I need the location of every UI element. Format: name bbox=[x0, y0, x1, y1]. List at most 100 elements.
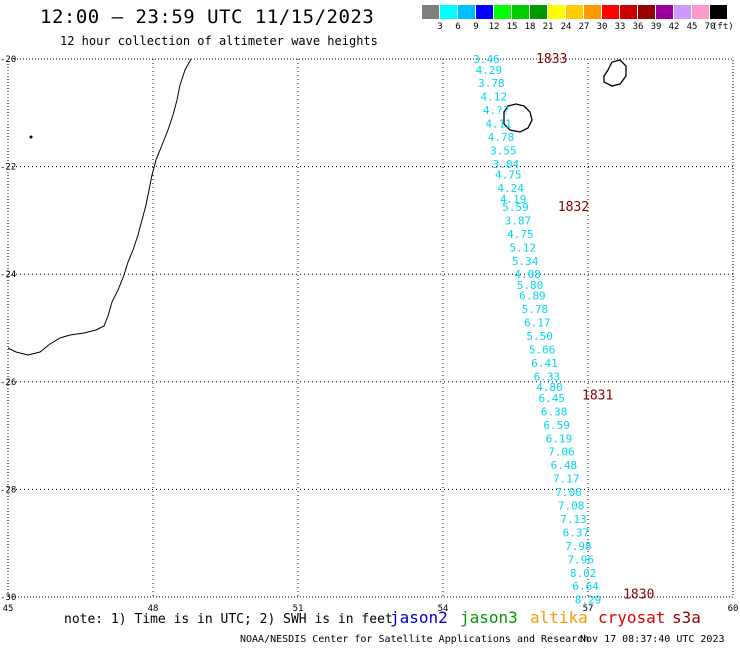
colorbar-swatch bbox=[566, 5, 584, 19]
colorbar-swatch bbox=[602, 5, 620, 19]
y-tick-label: -20 bbox=[0, 55, 16, 65]
wave-height-value: 6.89 bbox=[519, 290, 546, 303]
wave-height-value: 4.24 bbox=[497, 182, 524, 195]
pass-number-label: 1831 bbox=[582, 388, 613, 403]
y-tick-label: -26 bbox=[0, 378, 16, 388]
wave-height-value: 4.?? bbox=[483, 104, 510, 117]
mission-legend-cryosat: cryosat bbox=[598, 608, 666, 627]
colorbar-swatch bbox=[440, 5, 458, 19]
colorbar-swatch bbox=[656, 5, 674, 19]
wave-height-value: 3.46 bbox=[473, 53, 500, 66]
pass-labels: 1833 1832 1831 1830 bbox=[536, 52, 654, 602]
reunion-island bbox=[503, 103, 533, 133]
colorbar-label: 42 bbox=[668, 22, 680, 32]
x-tick-label: 60 bbox=[728, 604, 739, 614]
wave-height-value: 6.38 bbox=[541, 405, 568, 418]
colorbar-swatch bbox=[638, 5, 656, 19]
wave-height-value: 4.80 bbox=[536, 381, 563, 394]
wave-height-value: 4.19 bbox=[500, 193, 527, 206]
wave-height-value: 7.98 bbox=[565, 540, 592, 553]
timestamp-text: Nov 17 08:37:40 UTC 2023 bbox=[580, 634, 725, 645]
colorbar-swatch bbox=[710, 5, 728, 19]
colorbar-label: 18 bbox=[524, 22, 536, 32]
y-tick-label: -30 bbox=[0, 593, 16, 603]
wave-height-value: 4.08 bbox=[514, 268, 541, 281]
colorbar-label: 15 bbox=[506, 22, 518, 32]
credit-text: NOAA/NESDIS Center for Satellite Applica… bbox=[240, 634, 590, 645]
colorbar-swatch bbox=[458, 5, 476, 19]
mission-legend-altika: altika bbox=[530, 608, 588, 627]
wave-height-value: 4.12 bbox=[481, 91, 508, 104]
colorbar-label: 33 bbox=[614, 22, 626, 32]
wave-height-value: 7.17 bbox=[553, 473, 580, 486]
wave-height-value: 7.08 bbox=[558, 500, 585, 513]
colorbar-swatch bbox=[494, 5, 512, 19]
pass-number-label: 1830 bbox=[623, 587, 654, 602]
mission-legend-jason2: jason2 bbox=[390, 608, 448, 627]
x-tick-label: 57 bbox=[583, 604, 594, 614]
y-tick-label: -24 bbox=[0, 270, 16, 280]
mauritius-island bbox=[603, 59, 627, 87]
wave-height-value: 5.78 bbox=[522, 303, 549, 316]
colorbar-swatch bbox=[584, 5, 602, 19]
wave-height-value: 6.19 bbox=[546, 432, 573, 445]
colorbar-label: 39 bbox=[650, 22, 662, 32]
wave-height-value: 3.87 bbox=[505, 214, 532, 227]
colorbar-label: 36 bbox=[632, 22, 644, 32]
wave-height-value: 5.50 bbox=[526, 330, 553, 343]
small-island bbox=[29, 135, 33, 139]
map-subtitle: 12 hour collection of altimeter wave hei… bbox=[60, 34, 378, 48]
colorbar bbox=[422, 5, 728, 19]
y-tick-label: -28 bbox=[0, 485, 16, 495]
wave-height-value: 6.48 bbox=[551, 459, 578, 472]
pass-number-label: 1833 bbox=[536, 52, 567, 67]
colorbar-swatch bbox=[512, 5, 530, 19]
colorbar-label: 45 bbox=[686, 22, 698, 32]
wave-height-value: 4.11 bbox=[485, 118, 512, 131]
madagascar-coastline bbox=[7, 58, 192, 356]
wave-height-value: 5.12 bbox=[510, 241, 537, 254]
wave-height-value: 3.04 bbox=[493, 158, 520, 171]
colorbar-label: 21 bbox=[542, 22, 554, 32]
mission-legend-s3a: s3a bbox=[672, 608, 701, 627]
wave-height-value: 4.75 bbox=[495, 169, 522, 182]
colorbar-label: 30 bbox=[596, 22, 608, 32]
colorbar-swatch bbox=[476, 5, 494, 19]
colorbar-label: 24 bbox=[560, 22, 572, 32]
wave-height-value: 4.29 bbox=[476, 64, 503, 77]
grid-lines bbox=[7, 58, 734, 598]
colorbar-unit: (ft) bbox=[712, 22, 734, 32]
wave-height-value: 3.78 bbox=[478, 77, 505, 90]
wave-height-value: 5.80 bbox=[517, 279, 544, 292]
colorbar-swatch bbox=[422, 5, 440, 19]
mission-legend-jason3: jason3 bbox=[460, 608, 518, 627]
wave-height-value: 8.02 bbox=[570, 567, 597, 580]
colorbar-label: 3 bbox=[437, 22, 443, 32]
x-tick-label: 51 bbox=[293, 604, 304, 614]
y-tick-label: -22 bbox=[0, 163, 16, 173]
colorbar-label: 27 bbox=[578, 22, 590, 32]
wave-height-value: 6.64 bbox=[572, 580, 599, 593]
x-tick-label: 45 bbox=[3, 604, 14, 614]
colorbar-swatch bbox=[692, 5, 710, 19]
wave-height-value: 5.59 bbox=[502, 201, 529, 214]
pass-number-label: 1832 bbox=[558, 200, 589, 215]
x-tick-label: 48 bbox=[148, 604, 159, 614]
wave-height-value: 6.33 bbox=[534, 370, 561, 383]
wave-height-value: 4.78 bbox=[488, 131, 515, 144]
wave-height-value: 5.66 bbox=[529, 344, 556, 357]
x-tick-label: 54 bbox=[438, 604, 449, 614]
wave-height-value: 7.06 bbox=[555, 486, 582, 499]
note-text: note: 1) Time is in UTC; 2) SWH is in fe… bbox=[64, 612, 393, 627]
colorbar-label: 70 bbox=[704, 22, 716, 32]
plot-frame bbox=[7, 58, 734, 598]
wave-height-value: 6.59 bbox=[543, 419, 570, 432]
wave-height-value: 6.17 bbox=[524, 317, 551, 330]
colorbar-label: 6 bbox=[455, 22, 461, 32]
colorbar-swatch bbox=[548, 5, 566, 19]
wave-height-value: 5.34 bbox=[512, 255, 539, 268]
wave-height-value: 6.41 bbox=[531, 357, 558, 370]
wave-height-value: 6.45 bbox=[539, 392, 566, 405]
